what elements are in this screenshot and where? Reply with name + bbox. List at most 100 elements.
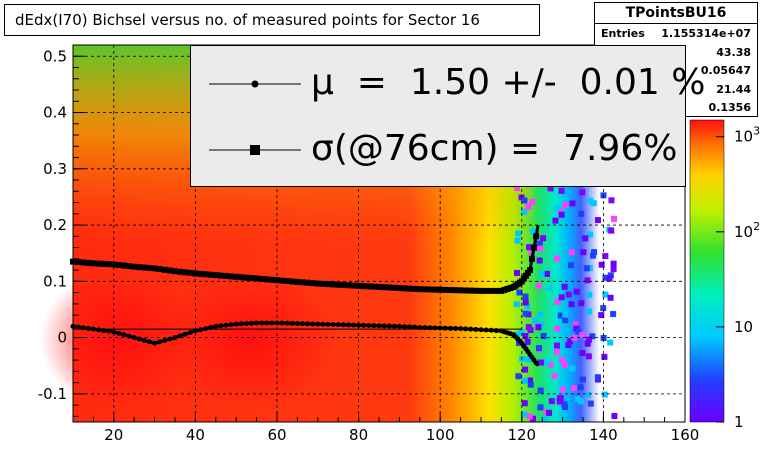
data-point-mu	[198, 327, 203, 333]
data-point-sigma	[478, 287, 484, 294]
heatmap-cell	[521, 208, 528, 215]
data-point-sigma	[319, 280, 326, 287]
heatmap-cell	[554, 342, 561, 349]
x-tick-label: 120	[507, 426, 536, 444]
data-point-sigma	[452, 287, 459, 294]
heatmap-cell	[561, 362, 568, 369]
heatmap-cell	[535, 282, 542, 289]
heatmap-cell	[607, 272, 614, 279]
data-point-mu	[396, 323, 402, 329]
heatmap-cell	[561, 401, 568, 408]
data-point-sigma	[161, 266, 168, 273]
data-point-sigma	[370, 283, 377, 290]
heatmap-cell	[608, 227, 615, 234]
heatmap-cell	[536, 257, 543, 264]
series-layer	[70, 224, 540, 367]
heatmap-cell	[594, 217, 601, 224]
data-point-sigma	[472, 287, 479, 294]
stats-row: 0.1356	[595, 98, 757, 117]
data-point-sigma	[268, 276, 275, 283]
heatmap-cell	[557, 312, 564, 319]
data-point-mu	[238, 321, 244, 327]
data-point-mu	[182, 331, 188, 337]
data-point-mu	[233, 321, 239, 327]
data-point-sigma	[526, 267, 533, 274]
data-point-sigma	[85, 259, 92, 266]
data-point-mu	[243, 321, 249, 327]
heatmap-cell	[575, 328, 582, 335]
data-point-mu	[274, 320, 280, 326]
heatmap-cell	[552, 217, 559, 224]
heatmap-cell	[590, 200, 597, 207]
heatmap-cell	[543, 359, 550, 366]
chart-title: dEdx(I70) Bichsel versus no. of measured…	[15, 11, 480, 29]
data-point-sigma	[274, 277, 280, 284]
data-point-mu	[335, 322, 341, 328]
heatmap-cell	[556, 395, 563, 402]
data-point-mu	[75, 324, 81, 330]
heatmap-cell	[536, 241, 543, 248]
data-point-mu	[458, 326, 464, 332]
data-point-sigma	[442, 286, 449, 293]
data-point-sigma	[253, 275, 260, 282]
data-point-sigma	[197, 270, 204, 277]
heatmap-cell	[572, 321, 579, 328]
heatmap-cell	[587, 197, 594, 204]
heatmap-cell	[567, 338, 574, 345]
heatmap-cell	[607, 339, 614, 346]
data-point-sigma	[529, 255, 535, 262]
heatmap-cell	[548, 398, 555, 405]
data-point-sigma	[90, 260, 97, 267]
square-marker-icon	[209, 145, 301, 155]
heatmap-cell	[579, 376, 586, 383]
data-point-sigma	[141, 264, 148, 271]
data-point-mu	[259, 320, 265, 326]
legend-text-sigma: σ(@76cm) = 7.96%	[311, 128, 678, 169]
z-tick-label: 103	[734, 125, 760, 146]
stats-value: 1.155314e+07	[661, 27, 751, 40]
data-point-sigma	[243, 274, 250, 281]
data-point-sigma	[416, 286, 423, 293]
data-point-sigma	[115, 262, 122, 269]
data-point-sigma	[151, 265, 158, 272]
data-point-mu	[294, 321, 300, 327]
z-tick-exponent: 2	[753, 220, 760, 233]
data-point-mu	[141, 337, 147, 343]
heatmap-cell	[559, 356, 566, 363]
y-tick-label: 0.1	[43, 272, 67, 290]
data-point-sigma	[531, 244, 538, 251]
heatmap-cell	[551, 372, 558, 379]
x-tick-label: 20	[104, 426, 123, 444]
data-point-mu	[361, 322, 367, 328]
data-point-sigma	[401, 285, 408, 292]
heatmap-cell	[568, 301, 575, 308]
z-tick-exponent: 3	[753, 125, 760, 138]
heatmap-cell	[600, 305, 607, 312]
heatmap-cell	[573, 325, 580, 332]
data-point-sigma	[355, 282, 362, 289]
heatmap-cell	[537, 359, 544, 366]
data-point-mu	[111, 329, 117, 335]
data-point-mu	[371, 323, 377, 329]
heatmap-cell	[522, 333, 529, 340]
heatmap-cell	[558, 187, 565, 194]
heatmap-cell	[540, 333, 547, 340]
heatmap-cell	[606, 275, 613, 282]
data-point-mu	[412, 324, 418, 330]
heatmap-cell	[522, 293, 529, 300]
heatmap-cell	[573, 288, 580, 295]
heatmap-cell	[611, 413, 618, 420]
data-point-mu	[136, 336, 142, 342]
data-point-mu	[453, 325, 458, 331]
data-point-sigma	[504, 285, 511, 292]
heatmap-cell	[514, 269, 521, 276]
heatmap-cell	[513, 301, 520, 308]
x-tick-label: 140	[589, 426, 618, 444]
data-point-mu	[162, 337, 168, 343]
data-point-mu	[157, 339, 163, 345]
y-tick-label: -0.1	[38, 385, 67, 403]
data-point-sigma	[381, 284, 388, 291]
circle-marker-icon	[209, 80, 301, 88]
data-point-mu	[131, 335, 137, 341]
heatmap-cell	[602, 253, 609, 260]
